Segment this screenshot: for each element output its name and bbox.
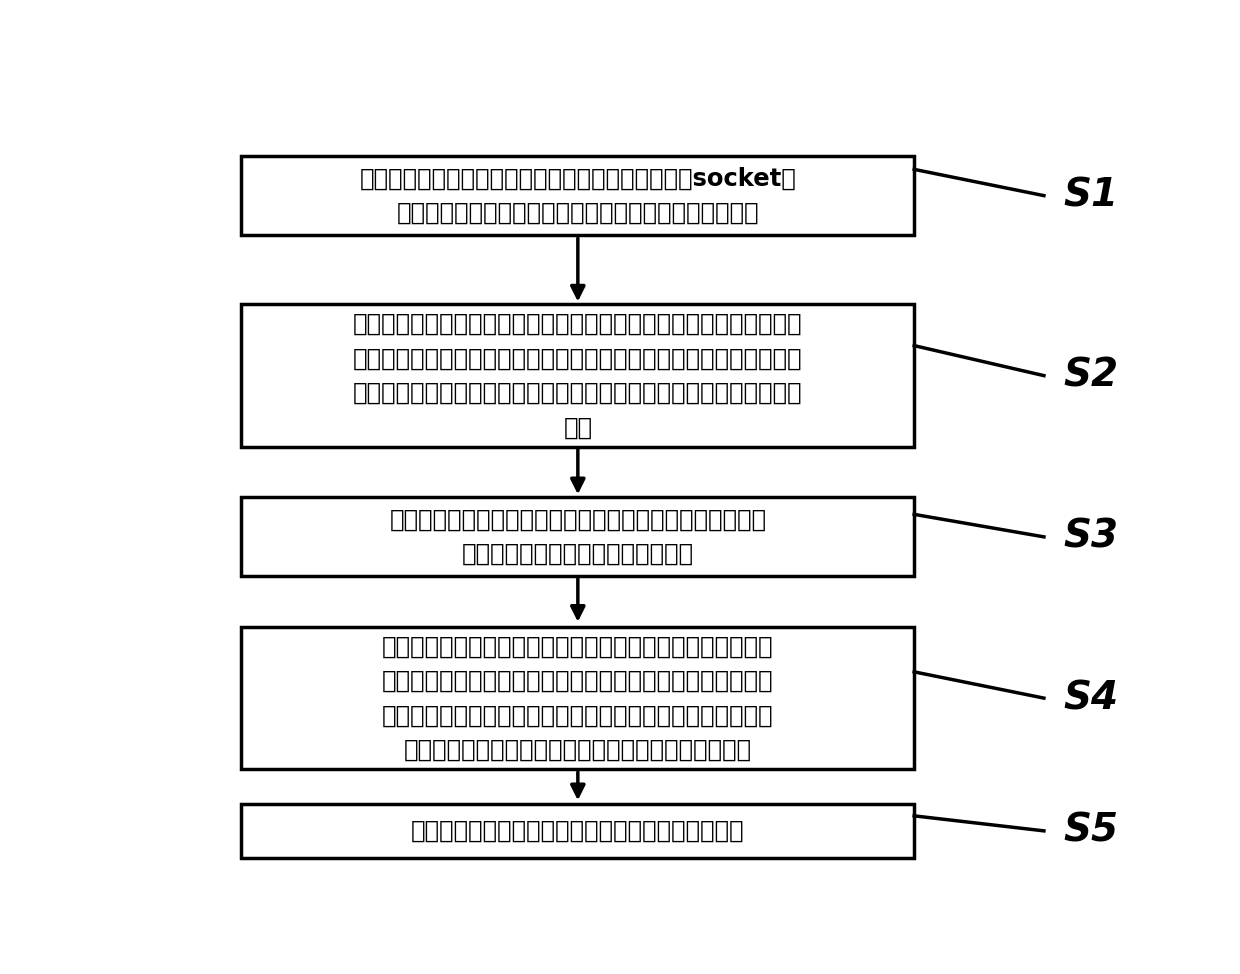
Text: 根据所述移动路线将机器人本体移动至巡检位置，并进行通
过巡检操作位置的微调进行位置校准: 根据所述移动路线将机器人本体移动至巡检位置，并进行通 过巡检操作位置的微调进行位… [389, 507, 766, 566]
Bar [242, 627, 914, 769]
Text: S4: S4 [1063, 679, 1118, 717]
Text: 对待巡检的通信设备执行远程控制端下达的巡检任务: 对待巡检的通信设备执行远程控制端下达的巡检任务 [412, 819, 744, 843]
Text: S1: S1 [1063, 176, 1118, 214]
Text: 根据所述巡检数据在通信站点的仿真电子地图中标记巡检目标和机器人
本体的位置点，以机器人本体的位置点为起点，以巡检目标的位置为终
点，生成静态路网，使用预设的静态: 根据所述巡检数据在通信站点的仿真电子地图中标记巡检目标和机器人 本体的位置点，以… [353, 312, 802, 439]
Text: 接收远程控制端下达的巡检任务，将巡检任务对应的socket通
信数据包解析为预设线程，并在预设线程提取出巡检数据: 接收远程控制端下达的巡检任务，将巡检任务对应的socket通 信数据包解析为预设… [360, 167, 796, 225]
Bar [242, 804, 914, 858]
Text: 当机器人本体到达所述巡检位置时，通过摄像头测量巡检装置
的与巡检操作位置的高度差，调整所述巡检装置的高度，通过
距离传感器测量巡检装置的与巡检操作位置的偏移量，: 当机器人本体到达所述巡检位置时，通过摄像头测量巡检装置 的与巡检操作位置的高度差… [382, 634, 774, 762]
Bar [242, 156, 914, 235]
Bar [242, 305, 914, 447]
Text: S5: S5 [1063, 812, 1118, 850]
Text: S2: S2 [1063, 356, 1118, 394]
Text: S3: S3 [1063, 518, 1118, 556]
Bar [242, 498, 914, 577]
